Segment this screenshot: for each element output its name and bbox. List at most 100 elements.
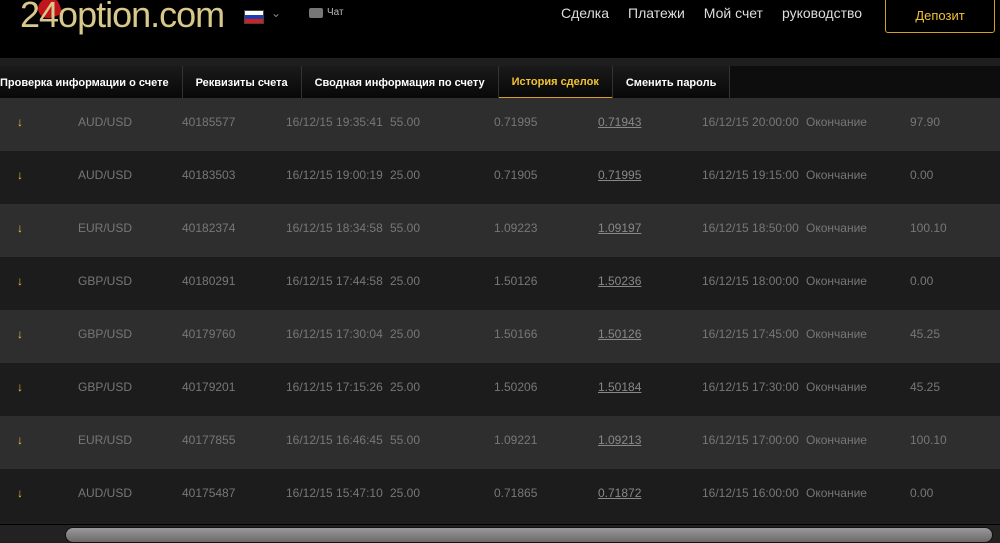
header: 24option.com ⌄ Чат Сделка Платежи Мой сч… — [0, 0, 1000, 59]
trade-type: Окончание — [806, 115, 867, 129]
trade-history-table: ↓ AUD/USD 40185577 16/12/15 19:35:41 55.00 0.… — [0, 98, 1000, 522]
close-rate[interactable]: 0.71995 — [598, 168, 642, 182]
payout: 45.25 — [910, 380, 941, 394]
payout: 0.00 — [910, 274, 934, 288]
expiry-time: 16/12/15 17:30:00 — [702, 380, 799, 394]
expiry-time: 16/12/15 17:00:00 — [702, 433, 799, 447]
open-rate: 0.71905 — [494, 168, 538, 182]
trade-id: 40182374 — [182, 221, 236, 235]
amount: 25.00 — [390, 274, 421, 288]
nav-trade[interactable]: Сделка — [561, 5, 609, 21]
horizontal-scrollbar[interactable] — [0, 524, 1000, 543]
trade-type: Окончание — [806, 433, 867, 447]
amount: 25.00 — [390, 380, 421, 394]
tab-change-password[interactable]: Сменить пароль — [612, 66, 731, 99]
table-row: ↓ GBP/USD 40179760 16/12/15 17:30:04 25.00 1.… — [0, 310, 1000, 363]
amount: 25.00 — [390, 486, 421, 500]
chat-icon — [309, 7, 323, 18]
table-row: ↓ EUR/USD 40177855 16/12/15 16:46:45 55.00 1.… — [0, 416, 1000, 469]
trade-type: Окончание — [806, 221, 867, 235]
russia-flag-icon[interactable] — [244, 10, 264, 24]
open-time: 16/12/15 17:30:04 — [286, 327, 383, 341]
trade-id: 40179201 — [182, 380, 236, 394]
open-time: 16/12/15 19:35:41 — [286, 115, 383, 129]
expiry-time: 16/12/15 18:50:00 — [702, 221, 799, 235]
nav-my-account[interactable]: Мой счет — [703, 5, 763, 21]
logo[interactable]: 24option.com — [20, 0, 225, 36]
nav-payments[interactable]: Платежи — [628, 5, 685, 21]
table-row: ↓ EUR/USD 40182374 16/12/15 18:34:58 55.00 1.… — [0, 204, 1000, 257]
payout: 0.00 — [910, 486, 934, 500]
trade-type: Окончание — [806, 168, 867, 182]
table-row: ↓ AUD/USD 40183503 16/12/15 19:00:19 25.00 0.… — [0, 151, 1000, 204]
expiry-time: 16/12/15 16:00:00 — [702, 486, 799, 500]
tab-account-summary[interactable]: Сводная информация по счету — [301, 66, 499, 99]
tab-verify-info[interactable]: Проверка информации о счете — [0, 66, 183, 99]
nav-guide[interactable]: руководство — [781, 5, 863, 21]
deposit-button[interactable]: Депозит — [885, 0, 995, 33]
payout: 0.00 — [910, 168, 934, 182]
arrow-down-icon: ↓ — [17, 486, 23, 500]
open-rate: 1.50166 — [494, 327, 538, 341]
asset: EUR/USD — [78, 221, 133, 235]
arrow-down-icon: ↓ — [17, 115, 23, 129]
table-row: ↓ GBP/USD 40179201 16/12/15 17:15:26 25.00 1.… — [0, 363, 1000, 416]
amount: 25.00 — [390, 327, 421, 341]
chat-button[interactable]: Чат — [309, 7, 344, 18]
arrow-down-icon: ↓ — [17, 433, 23, 447]
arrow-down-icon: ↓ — [17, 168, 23, 182]
open-rate: 0.71995 — [494, 115, 538, 129]
trade-type: Окончание — [806, 486, 867, 500]
scrollbar-thumb[interactable] — [65, 527, 993, 543]
trade-id: 40179760 — [182, 327, 236, 341]
close-rate[interactable]: 1.09213 — [598, 433, 642, 447]
open-time: 16/12/15 18:34:58 — [286, 221, 383, 235]
trade-type: Окончание — [806, 274, 867, 288]
open-rate: 1.50126 — [494, 274, 538, 288]
expiry-time: 16/12/15 20:00:00 — [702, 115, 799, 129]
payout: 100.10 — [910, 221, 947, 235]
trade-type: Окончание — [806, 327, 867, 341]
trade-id: 40185577 — [182, 115, 236, 129]
close-rate[interactable]: 0.71872 — [598, 486, 642, 500]
amount: 25.00 — [390, 168, 421, 182]
table-row: ↓ AUD/USD 40185577 16/12/15 19:35:41 55.00 0.… — [0, 98, 1000, 151]
open-time: 16/12/15 15:47:10 — [286, 486, 383, 500]
main-nav: Сделка Платежи Мой счет руководство — [561, 5, 862, 21]
expiry-time: 16/12/15 18:00:00 — [702, 274, 799, 288]
close-rate[interactable]: 1.50184 — [598, 380, 642, 394]
open-rate: 1.09221 — [494, 433, 538, 447]
payout: 97.90 — [910, 115, 941, 129]
arrow-down-icon: ↓ — [17, 274, 23, 288]
arrow-down-icon: ↓ — [17, 380, 23, 394]
open-time: 16/12/15 16:46:45 — [286, 433, 383, 447]
asset: GBP/USD — [78, 327, 133, 341]
amount: 55.00 — [390, 433, 421, 447]
payout: 100.10 — [910, 433, 947, 447]
open-rate: 1.09223 — [494, 221, 538, 235]
close-rate[interactable]: 1.09197 — [598, 221, 642, 235]
account-tabs: Проверка информации о счете Реквизиты сче… — [0, 66, 1000, 99]
trade-id: 40177855 — [182, 433, 236, 447]
close-rate[interactable]: 1.50236 — [598, 274, 642, 288]
open-rate: 0.71865 — [494, 486, 538, 500]
trade-id: 40175487 — [182, 486, 236, 500]
asset: GBP/USD — [78, 274, 133, 288]
expiry-time: 16/12/15 17:45:00 — [702, 327, 799, 341]
open-time: 16/12/15 17:15:26 — [286, 380, 383, 394]
trade-type: Окончание — [806, 380, 867, 394]
tab-trade-history[interactable]: История сделок — [498, 66, 613, 99]
expiry-time: 16/12/15 19:15:00 — [702, 168, 799, 182]
amount: 55.00 — [390, 221, 421, 235]
open-time: 16/12/15 17:44:58 — [286, 274, 383, 288]
tab-account-details[interactable]: Реквизиты счета — [182, 66, 302, 99]
asset: EUR/USD — [78, 433, 133, 447]
payout: 45.25 — [910, 327, 941, 341]
close-rate[interactable]: 0.71943 — [598, 115, 642, 129]
arrow-down-icon: ↓ — [17, 221, 23, 235]
open-rate: 1.50206 — [494, 380, 538, 394]
asset: AUD/USD — [78, 168, 133, 182]
open-time: 16/12/15 19:00:19 — [286, 168, 383, 182]
chevron-down-icon[interactable]: ⌄ — [271, 6, 282, 20]
close-rate[interactable]: 1.50126 — [598, 327, 642, 341]
